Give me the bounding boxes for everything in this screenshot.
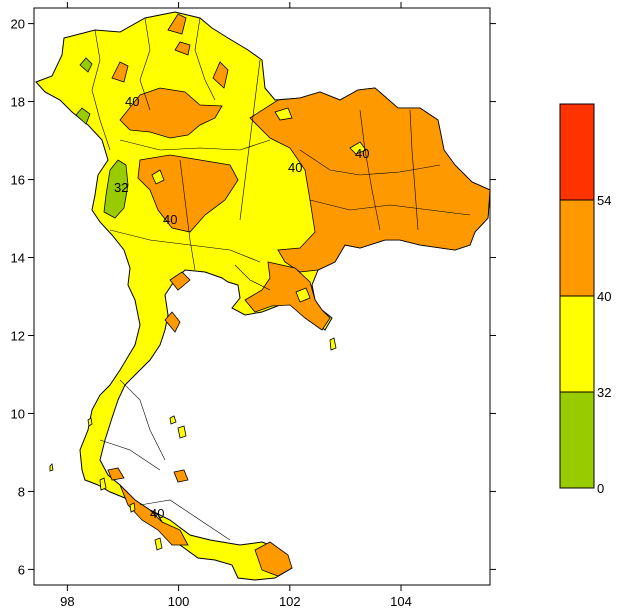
legend-swatch [559,391,595,489]
band-40-54-central [137,154,239,233]
x-tick-label: 104 [390,594,412,609]
legend-swatch [559,103,595,201]
contour-label: 40 [163,212,177,227]
band-40-54-spot-1 [167,13,187,35]
y-tick-label: 12 [11,328,25,343]
legend-swatch [559,199,595,297]
legend-label: 32 [597,385,611,400]
y-tick-label: 8 [18,484,25,499]
map-layer [35,11,491,581]
band-40-54-south-2 [254,541,293,577]
contour-labels: 40 40 40 40 32 40 [114,94,369,521]
legend-label: 54 [597,193,611,208]
x-tick-label: 98 [60,594,74,609]
y-tick-label: 18 [11,95,25,110]
band-32-40-spot-4 [151,169,165,185]
y-tick-label: 20 [11,17,25,32]
contour-label: 40 [125,94,139,109]
band-40-54-spot-2 [174,41,191,56]
band-32-40-spot-2 [295,287,311,303]
islands [49,337,337,551]
band-0-32-spot-2 [75,107,91,125]
province-boundaries [91,17,471,541]
band-0-32-west [103,159,129,219]
x-tick-label: 102 [279,594,301,609]
x-axis: 98 100 102 104 [60,2,412,609]
band-40-54-east [244,261,331,331]
y-axis: 6 8 10 12 14 16 18 20 [11,17,496,577]
contour-label: 40 [288,160,302,175]
band-40-54-south-1 [119,484,189,546]
band-40-54-spot-5 [164,311,181,333]
band-0-32-spot-1 [79,57,93,73]
band-40-54-spot-7 [107,467,125,481]
y-tick-label: 14 [11,251,25,266]
contour-label: 40 [150,506,164,521]
y-tick-label: 16 [11,173,25,188]
band-40-54-spot-6 [169,271,191,291]
band-40-54-spot-4 [212,61,229,89]
band-32-40-spot-3 [349,141,367,155]
band-40-54-spot-3 [111,61,129,83]
band-40-54-spot-8 [173,469,189,483]
y-tick-label: 10 [11,406,25,421]
y-tick-label: 6 [18,562,25,577]
color-legend: 0 32 40 54 [559,103,611,496]
contour-label: 32 [114,180,128,195]
legend-swatch [559,295,595,393]
legend-label: 0 [597,481,604,496]
contour-label: 40 [355,146,369,161]
band-32-40-spot-1 [274,107,293,121]
x-tick-label: 100 [168,594,190,609]
band-40-54-north [119,87,223,139]
legend-label: 40 [597,289,611,304]
